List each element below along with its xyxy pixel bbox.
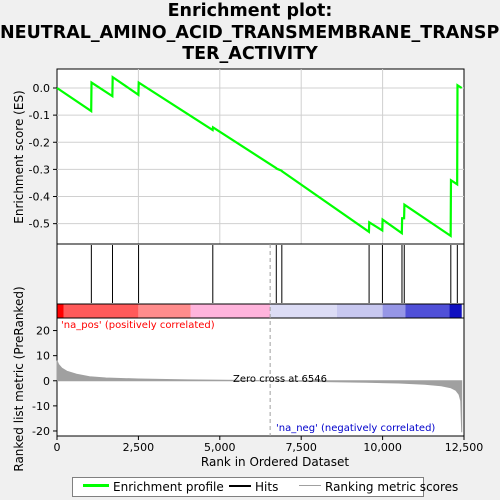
chart-title: Enrichment plot: NEUTRAL_AMINO_ACID_TRAN… <box>0 1 500 66</box>
title-line-2: NEUTRAL_AMINO_ACID_TRANSMEMBRANE_TRANSPO… <box>0 22 500 43</box>
metric-x-tick-label: 2,500 <box>123 441 155 454</box>
metric-y-tick-label: -20 <box>32 425 50 438</box>
es-y-tick-label: -0.5 <box>29 218 50 231</box>
es-y-tick-label: -0.3 <box>29 163 50 176</box>
color-bar-segment <box>449 304 462 318</box>
color-bar-segment <box>138 304 191 318</box>
color-bar-segment <box>270 304 338 318</box>
legend-hits-label: Hits <box>255 480 279 494</box>
color-bar-segment <box>190 304 271 318</box>
pos-correlated-label: 'na_pos' (positively correlated) <box>61 320 215 331</box>
legend: Enrichment profile Hits Ranking metric s… <box>72 477 458 497</box>
title-line-1: Enrichment plot: <box>167 1 333 21</box>
metric-y-axis-label: Ranked list metric (PreRanked) <box>12 286 26 471</box>
metric-panel: 20 10 0 -10 -20 0 2,500 5,000 7,500 10,000 12,500… <box>32 244 483 454</box>
es-y-axis-label: Enrichment score (ES) <box>12 90 26 223</box>
color-bar-segment <box>63 304 139 318</box>
legend-metric-swatch <box>299 485 321 486</box>
metric-panel-frame <box>56 317 465 437</box>
color-bar-segment <box>57 304 64 318</box>
color-bar-segment <box>337 304 383 318</box>
es-gridlines <box>57 69 464 244</box>
es-y-tick-label: -0.1 <box>29 109 50 122</box>
metric-area <box>56 360 463 433</box>
es-y-tick-label: -0.4 <box>29 191 50 204</box>
metric-y-tick-label: -10 <box>32 400 50 413</box>
metric-y-tick-label: 20 <box>36 325 50 338</box>
metric-y-axis: 20 10 0 -10 -20 <box>32 325 57 438</box>
zero-cross-label: Zero cross at 6546 <box>233 374 327 385</box>
metric-x-tick-label: 5,000 <box>204 441 236 454</box>
color-bar-segment <box>405 304 450 318</box>
hits-panel-frame <box>56 243 465 305</box>
es-curve <box>56 75 463 238</box>
title-line-3: TER_ACTIVITY <box>182 44 318 64</box>
color-bar-segment <box>382 304 406 318</box>
metric-x-tick-label: 0 <box>54 441 61 454</box>
metric-x-tick-label: 12,500 <box>445 441 484 454</box>
metric-y-tick-label: 0 <box>43 375 50 388</box>
es-y-tick-label: 0.0 <box>33 82 51 95</box>
es-panel: 0.0 -0.1 -0.2 -0.3 -0.4 -0.5 <box>29 68 465 245</box>
es-panel-frame <box>56 68 465 245</box>
metric-y-tick-label: 10 <box>36 350 50 363</box>
metric-x-tick-label: 10,000 <box>363 441 402 454</box>
hits-panel <box>56 243 465 305</box>
enrichment-plot: 0.0 -0.1 -0.2 -0.3 -0.4 -0.5 20 10 0 -10 -20 0 2,5… <box>12 68 483 472</box>
es-y-axis: 0.0 -0.1 -0.2 -0.3 -0.4 -0.5 <box>29 82 57 231</box>
metric-x-axis: 0 2,500 5,000 7,500 10,000 12,500 <box>54 436 484 454</box>
legend-hits-swatch <box>229 485 251 487</box>
es-y-tick-label: -0.2 <box>29 136 50 149</box>
legend-metric-label: Ranking metric scores <box>325 480 459 494</box>
neg-correlated-label: 'na_neg' (negatively correlated) <box>276 423 435 434</box>
legend-es-label: Enrichment profile <box>113 480 224 494</box>
hit-marks <box>90 245 458 303</box>
x-axis-label: Rank in Ordered Dataset <box>201 455 349 469</box>
rank-color-bar <box>56 303 465 319</box>
legend-es-swatch <box>83 484 109 487</box>
metric-x-tick-label: 7,500 <box>285 441 317 454</box>
